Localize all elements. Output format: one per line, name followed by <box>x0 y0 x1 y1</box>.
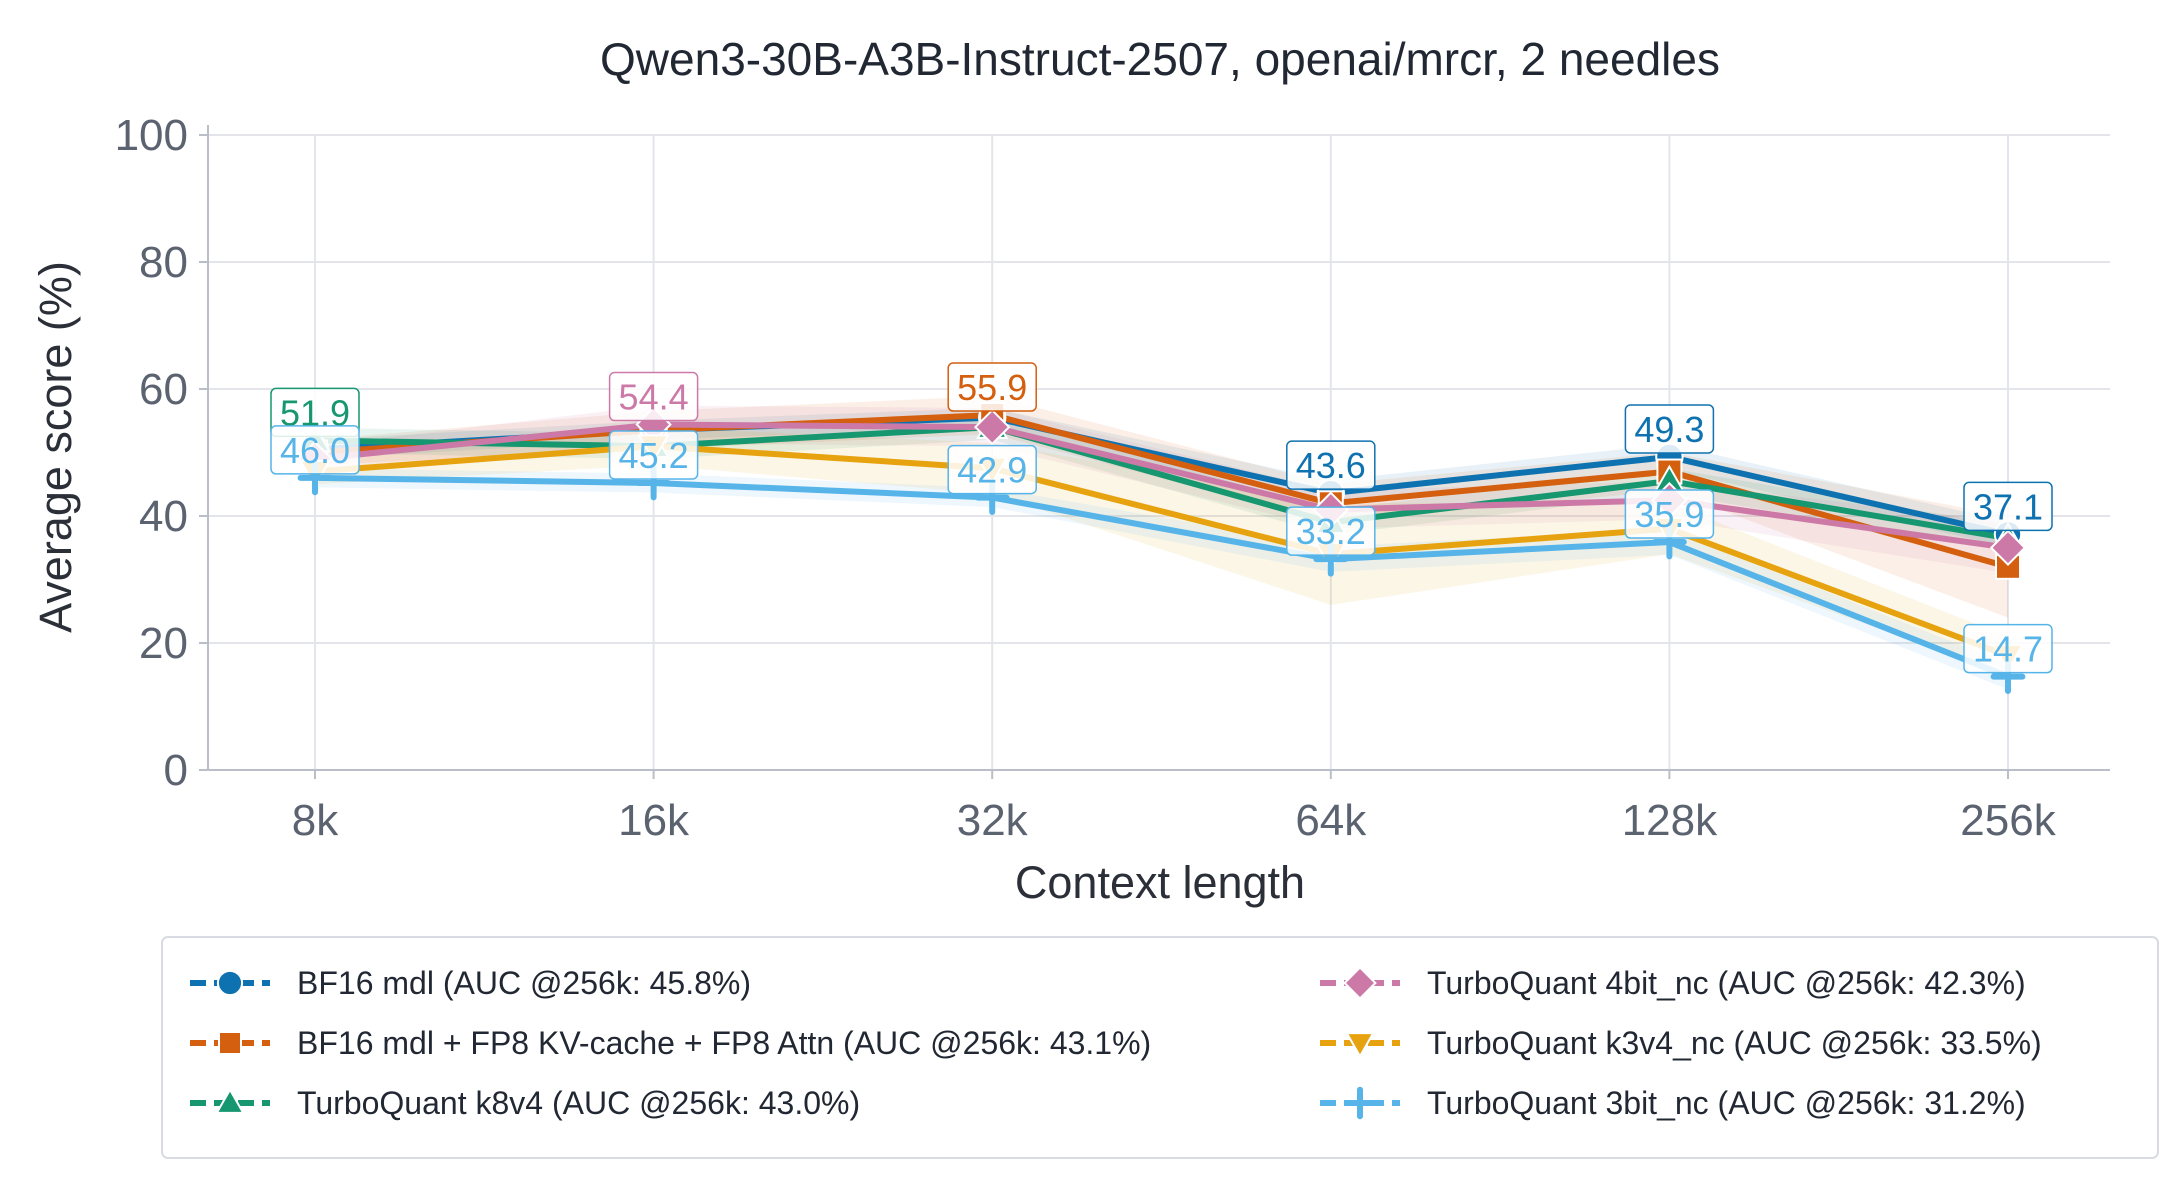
data-label-box <box>1286 506 1376 556</box>
legend-item: TurboQuant k8v4 (AUC @256k: 43.0%) <box>190 1085 860 1121</box>
y-tick-label: 40 <box>139 492 188 541</box>
data-label-text: 54.4 <box>619 377 689 418</box>
data-label-text: 43.6 <box>1296 445 1366 486</box>
data-label-text: 33.2 <box>1296 511 1366 552</box>
legend-item: TurboQuant k3v4_nc (AUC @256k: 33.5%) <box>1320 1025 2042 1061</box>
series-lines <box>314 412 2010 680</box>
series-band <box>315 395 2008 618</box>
y-tick-label: 100 <box>115 111 188 160</box>
data-label-box <box>270 425 360 475</box>
series-line <box>314 412 2009 570</box>
data-label: 54.4 <box>608 371 699 422</box>
data-label: 46.0 <box>270 425 360 475</box>
data-label-text: 49.3 <box>1634 409 1704 450</box>
series-line <box>314 474 2010 680</box>
legend-item: BF16 mdl + FP8 KV-cache + FP8 Attn (AUC … <box>190 1025 1151 1061</box>
x-tick-label: 8k <box>292 796 339 845</box>
series-line <box>314 424 2009 542</box>
legend-item: TurboQuant 3bit_nc (AUC @256k: 31.2%) <box>1320 1085 2026 1121</box>
axes: 0 20 40 60 80 100 8k 16k 32k 64k 128k 256k <box>115 111 2110 845</box>
x-axis-label: Context length <box>1015 857 1305 908</box>
legend-marker <box>1343 1086 1377 1120</box>
legend-label: TurboQuant 4bit_nc (AUC @256k: 42.3%) <box>1427 965 2026 1001</box>
y-tick-label: 80 <box>139 238 188 287</box>
x-tick-label: 128k <box>1622 796 1718 845</box>
legend-label: BF16 mdl + FP8 KV-cache + FP8 Attn (AUC … <box>297 1025 1151 1061</box>
data-point <box>1989 529 2027 566</box>
x-tick-label: 64k <box>1295 796 1367 845</box>
legend-marker <box>216 969 244 997</box>
chart-title: Qwen3-30B-A3B-Instruct-2507, openai/mrcr… <box>600 33 1720 85</box>
data-label-box <box>1963 623 2053 674</box>
series-line <box>314 421 2009 551</box>
y-tick-label: 20 <box>139 619 188 668</box>
data-label: 55.9 <box>947 362 1037 412</box>
legend-label: TurboQuant 3bit_nc (AUC @256k: 31.2%) <box>1427 1085 2026 1121</box>
data-label-box <box>1286 440 1376 490</box>
data-label-text: 42.9 <box>957 450 1027 491</box>
y-axis-label: Average score (%) <box>30 261 81 633</box>
data-label: 42.9 <box>947 444 1037 495</box>
legend-marker <box>215 1087 245 1114</box>
x-tick-label: 32k <box>957 796 1029 845</box>
legend-label: BF16 mdl (AUC @256k: 45.8%) <box>297 965 751 1001</box>
data-label: 33.2 <box>1286 506 1376 556</box>
data-label-box <box>608 371 699 422</box>
data-label: 43.6 <box>1286 440 1376 490</box>
data-label-box <box>947 444 1037 495</box>
data-label-box <box>1624 404 1715 454</box>
confidence-bands <box>315 395 2008 690</box>
data-label-text: 46.0 <box>280 430 350 471</box>
legend-item: BF16 mdl (AUC @256k: 45.8%) <box>190 965 751 1001</box>
data-label-box <box>1624 489 1715 539</box>
data-point <box>973 408 1011 446</box>
data-label-text: 14.7 <box>1973 629 2043 670</box>
data-label-text: 45.2 <box>619 435 689 476</box>
series-band <box>315 414 2008 551</box>
legend-label: TurboQuant k3v4_nc (AUC @256k: 33.5%) <box>1427 1025 2042 1061</box>
data-label-text: 35.9 <box>1634 494 1704 535</box>
legend-marker <box>1343 966 1377 1000</box>
data-label: 37.1 <box>1963 481 2053 532</box>
grid <box>208 134 2110 771</box>
data-label: 45.2 <box>608 430 699 480</box>
y-tick-label: 0 <box>164 746 188 795</box>
data-label: 49.3 <box>1624 404 1715 454</box>
legend-item: TurboQuant 4bit_nc (AUC @256k: 42.3%) <box>1320 965 2026 1001</box>
legend-label: TurboQuant k8v4 (AUC @256k: 43.0%) <box>297 1085 860 1121</box>
legend-marker <box>1345 1032 1375 1059</box>
x-tick-label: 16k <box>618 796 690 845</box>
data-label-text: 55.9 <box>957 367 1027 408</box>
legend: BF16 mdl (AUC @256k: 45.8%) BF16 mdl + FP… <box>161 936 2159 1159</box>
data-label-text: 37.1 <box>1973 486 2043 527</box>
x-tick-label: 256k <box>1960 796 2056 845</box>
data-label: 35.9 <box>1624 489 1715 539</box>
data-label: 14.7 <box>1963 623 2053 674</box>
series-line <box>314 443 2010 659</box>
legend-marker <box>218 1031 242 1055</box>
data-label-box <box>947 362 1037 412</box>
data-label-box <box>1963 481 2053 532</box>
legend-box <box>161 936 2159 1159</box>
data-labels: 43.649.337.155.951.9 54.446.0 45.2 42.933.2… <box>270 362 2053 674</box>
y-tick-label: 60 <box>139 365 188 414</box>
data-label-box <box>608 430 699 480</box>
